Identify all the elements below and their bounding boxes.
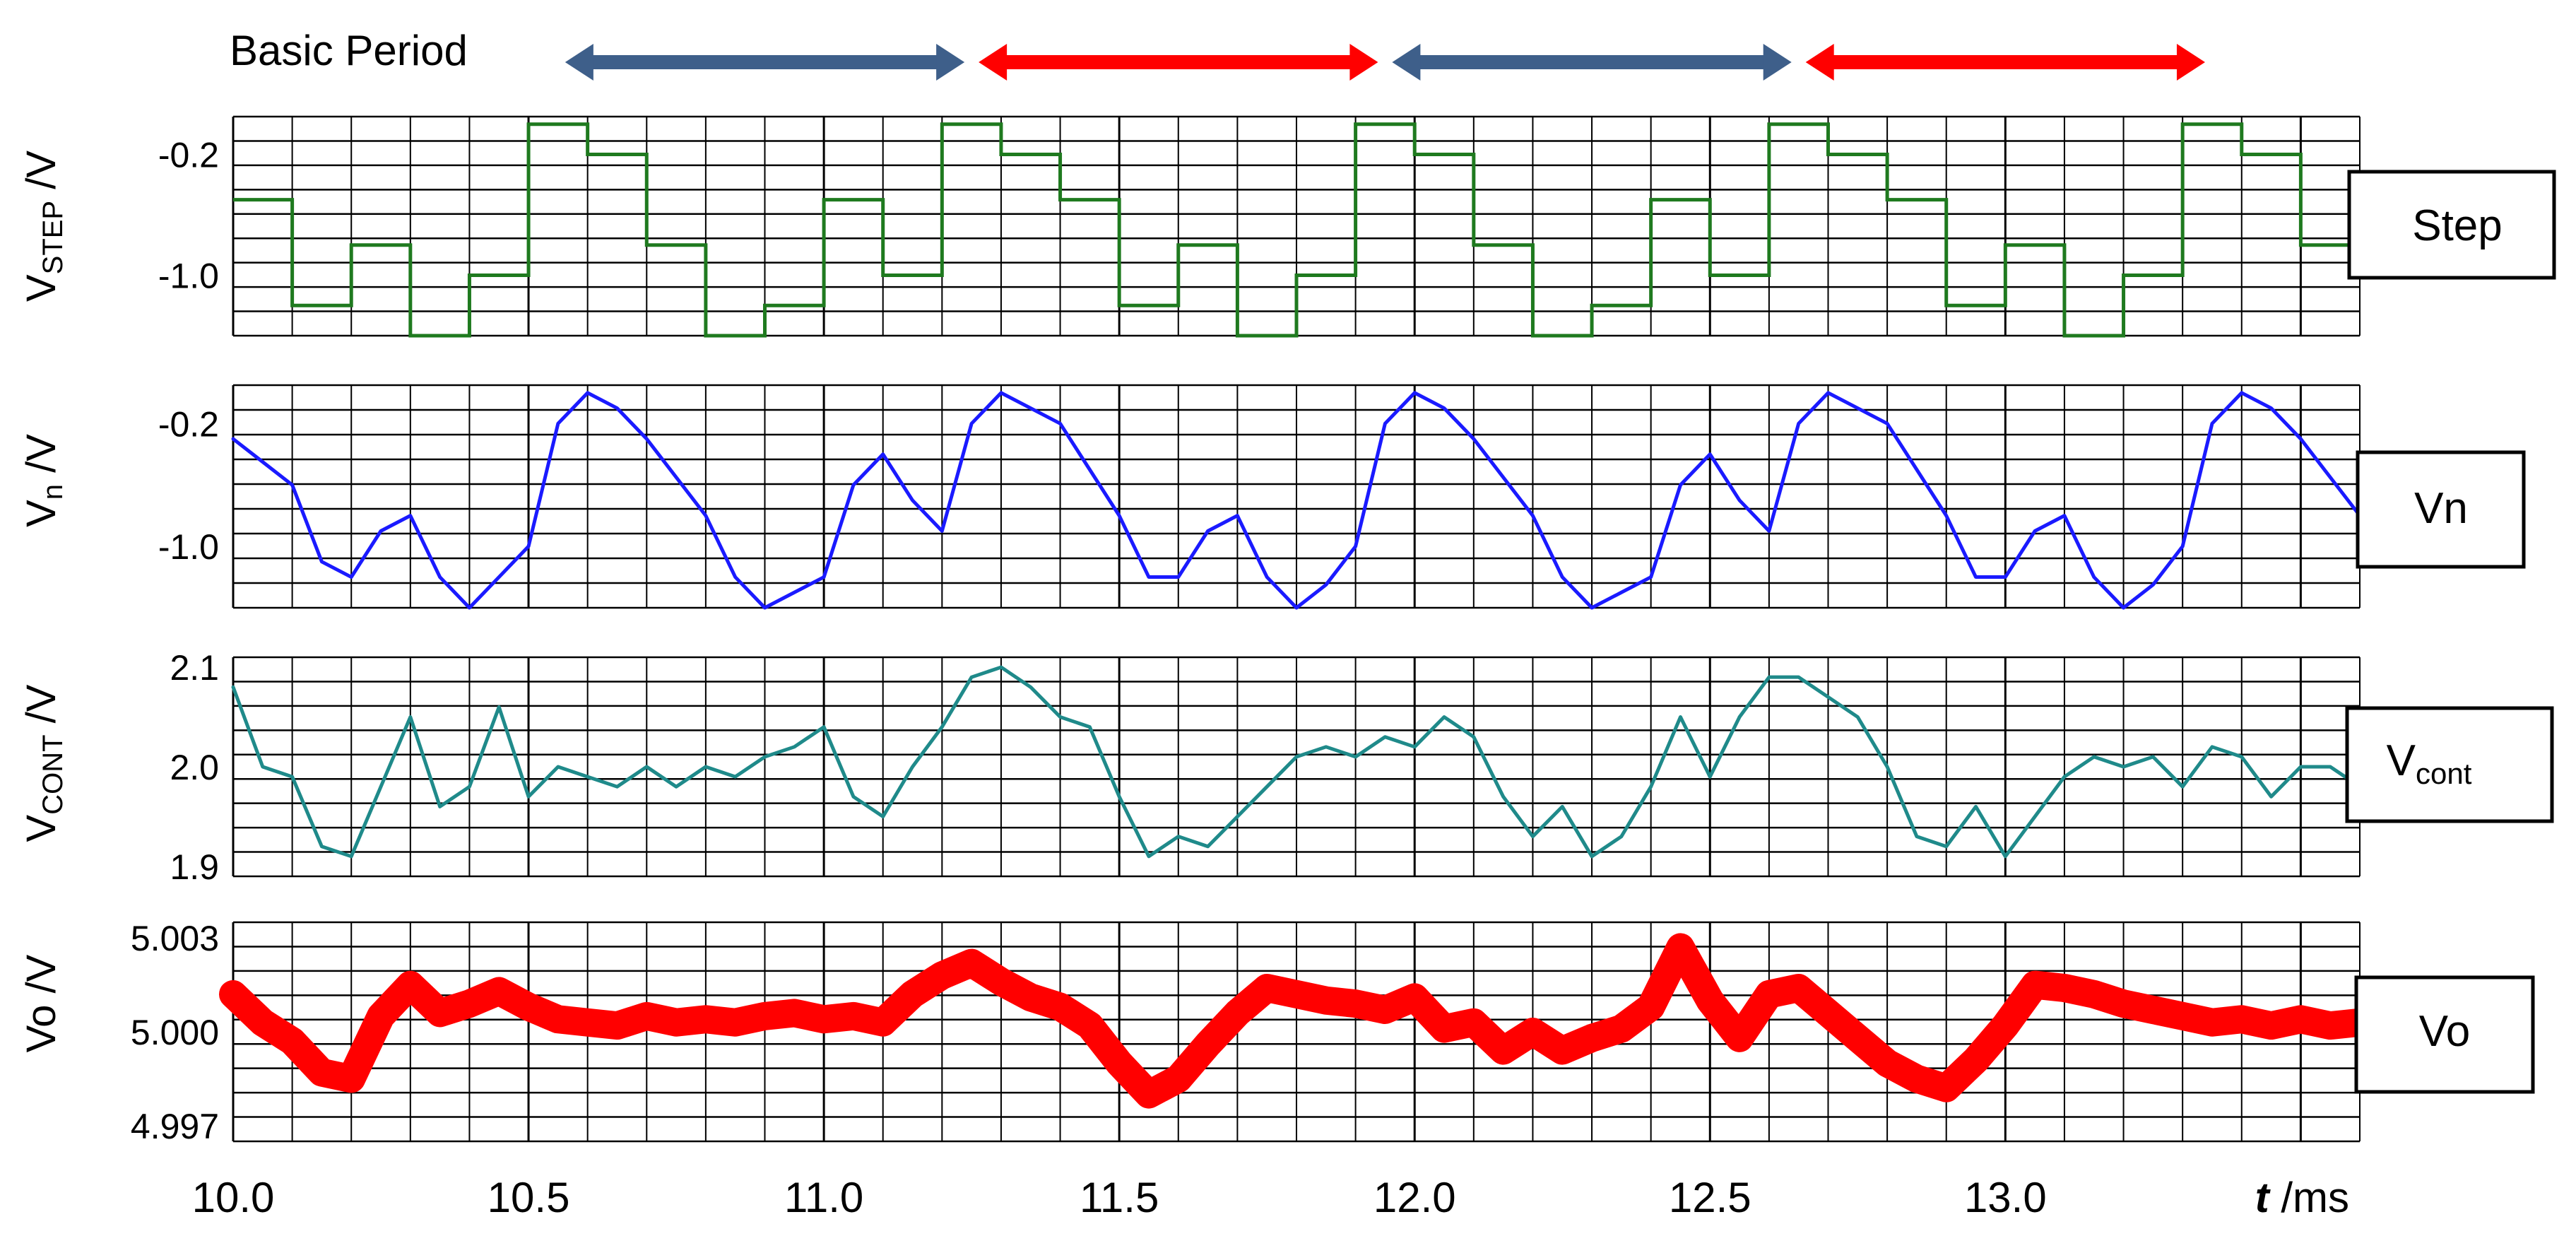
y-tick-label: 1.9 [170,847,219,887]
x-axis-label: t /ms [2255,1174,2349,1221]
y-tick-label: 5.003 [131,919,219,958]
period-arrow-head-right [936,44,965,81]
period-arrow-head-right [1763,44,1792,81]
tag-vo: Vo [2354,975,2535,1094]
period-arrow-head-left [979,44,1008,81]
tag-vcont: Vcont [2345,706,2554,823]
y-tick-label: -1.0 [158,527,219,567]
y-tick-label: 5.000 [131,1013,219,1052]
y-tick-label: -0.2 [158,404,219,444]
svg-text:Vo: Vo [2419,1007,2470,1056]
series-line-vcont [231,665,2362,859]
panel-vo: 5.003 5.000 4.997 [131,919,2374,1146]
panel-vn: -0.2 -1.0 [158,384,2362,610]
svg-text:Vn: Vn [2414,484,2468,533]
period-arrow-head-right [1349,44,1378,81]
ylabel-vn: Vn /V [18,434,69,527]
series-line-vn [231,391,2362,610]
tag-step: Step [2347,170,2556,280]
x-tick-label: 12.5 [1669,1174,1751,1221]
x-tick-label: 12.0 [1373,1174,1456,1221]
period-arrow-head-right [2176,44,2205,81]
ylabel-step: VSTEP /V [18,151,69,302]
y-tick-label: 2.1 [170,648,219,688]
series-line-vo [219,933,2374,1109]
x-axis-ticks: 10.0 10.5 11.0 11.5 12.0 12.5 13.0 [192,1174,2047,1221]
basic-period-label: Basic Period [230,27,468,74]
x-tick-label: 13.0 [1964,1174,2047,1221]
y-tick-label: 4.997 [131,1107,219,1146]
period-arrow-head-left [1805,44,1834,81]
panel-vcont: 2.1 2.0 1.9 [170,648,2362,887]
series-line-step [233,122,2360,338]
tag-vn: Vn [2356,450,2526,569]
x-tick-label: 11.5 [1080,1174,1159,1221]
period-arrow-head-left [565,44,593,81]
ylabel-vcont: VCONT /V [18,684,69,842]
ylabel-vo: Vo /V [18,954,64,1052]
panel-step: -0.2 -1.0 [158,115,2361,338]
period-arrow-head-left [1392,44,1421,81]
x-tick-label: 10.5 [488,1174,570,1221]
svg-text:Step: Step [2412,201,2503,250]
x-tick-label: 11.0 [784,1174,863,1221]
x-tick-label: 10.0 [192,1174,275,1221]
y-tick-label: 2.0 [170,748,219,787]
svg-text:Vcont: Vcont [2387,736,2472,790]
y-tick-label: -0.2 [158,135,219,175]
y-tick-label: -1.0 [158,256,219,295]
period-arrows [565,44,2205,81]
